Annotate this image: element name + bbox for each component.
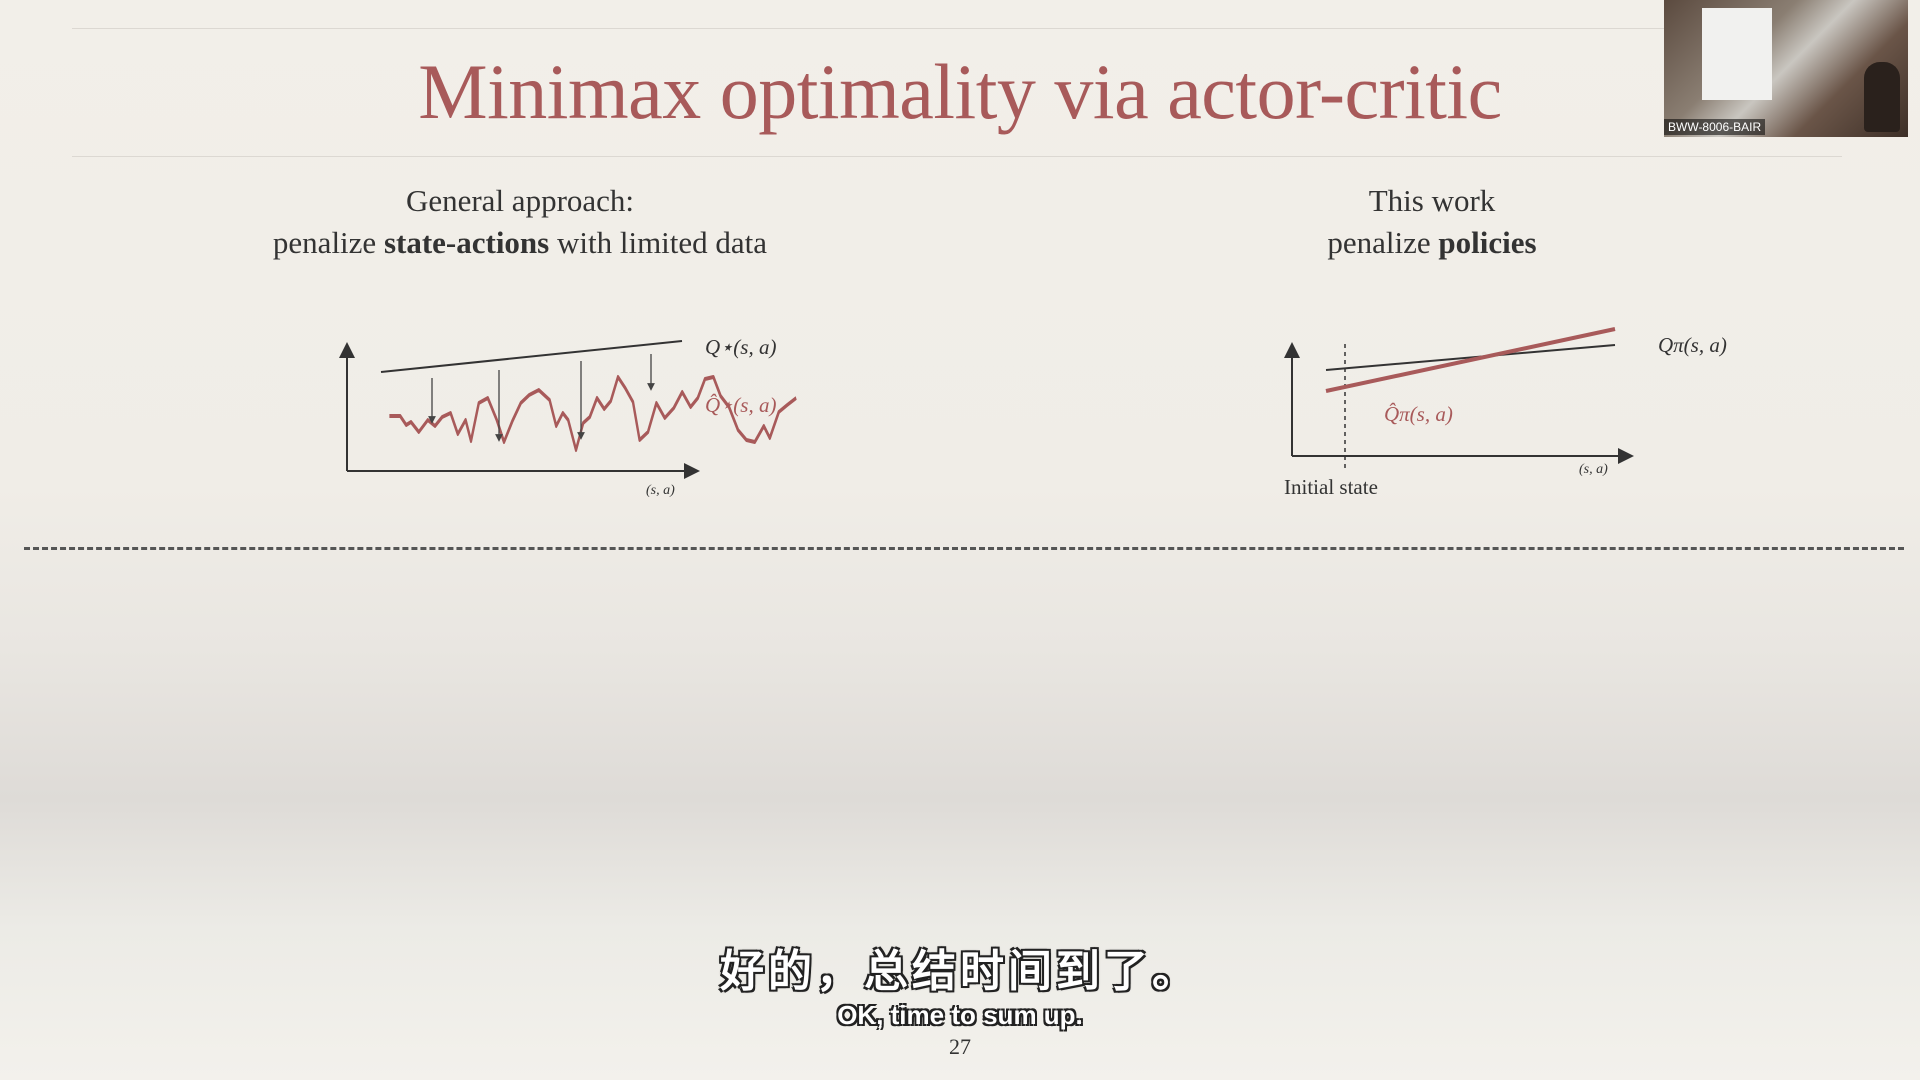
title-bottom-rule bbox=[72, 156, 1842, 157]
right-true-value-line bbox=[1325, 344, 1616, 371]
right-heading: This work penalize policies bbox=[1132, 180, 1732, 264]
title-top-rule bbox=[72, 28, 1842, 29]
left-lower-label: Q̂⋆(s, a) bbox=[705, 393, 776, 417]
left-x-label: (s, a) bbox=[646, 483, 675, 498]
right-lower-label: Q̂π(s, a) bbox=[1384, 402, 1453, 426]
subtitle-chinese: 好的，总结时间到了。 bbox=[720, 946, 1200, 997]
left-heading-line2: penalize state-actions with limited data bbox=[272, 225, 768, 260]
webcam-overlay: BWW-8006-BAIR bbox=[1664, 0, 1908, 137]
right-heading-line1: This work bbox=[1368, 183, 1496, 218]
webcam-label: BWW-8006-BAIR bbox=[1664, 119, 1766, 135]
right-upper-label: Qπ(s, a) bbox=[1658, 333, 1727, 357]
projector-screen bbox=[1702, 8, 1772, 100]
initial-state-label: Initial state bbox=[1284, 475, 1378, 499]
speaker-figure bbox=[1864, 62, 1900, 132]
left-upper-bound-line bbox=[380, 340, 683, 373]
right-heading-line2: penalize policies bbox=[1327, 225, 1537, 260]
slide-title: Minimax optimality via actor-critic bbox=[418, 48, 1502, 135]
left-upper-label: Q⋆(s, a) bbox=[705, 335, 776, 359]
right-x-label: (s, a) bbox=[1579, 462, 1608, 477]
page-number: 27 bbox=[949, 1034, 971, 1059]
left-heading: General approach: penalize state-actions… bbox=[170, 180, 870, 264]
left-estimate-curve bbox=[389, 375, 797, 452]
right-estimate-line bbox=[1325, 327, 1616, 393]
subtitle-english: OK, time to sum up. bbox=[837, 1000, 1083, 1030]
section-divider bbox=[24, 547, 1904, 550]
left-heading-line1: General approach: bbox=[405, 183, 635, 218]
